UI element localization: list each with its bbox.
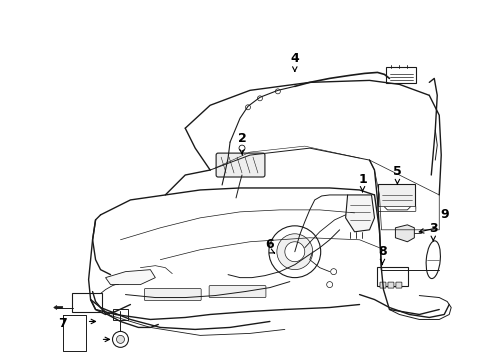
Polygon shape bbox=[395, 225, 413, 242]
Circle shape bbox=[257, 96, 262, 101]
Text: 3: 3 bbox=[428, 222, 437, 235]
Text: 2: 2 bbox=[237, 132, 246, 145]
Circle shape bbox=[268, 226, 320, 278]
FancyBboxPatch shape bbox=[144, 289, 201, 301]
FancyBboxPatch shape bbox=[209, 285, 265, 298]
Text: 4: 4 bbox=[290, 53, 299, 66]
FancyBboxPatch shape bbox=[379, 282, 385, 288]
FancyBboxPatch shape bbox=[216, 153, 264, 177]
Circle shape bbox=[330, 269, 336, 275]
Text: 5: 5 bbox=[392, 165, 401, 178]
FancyArrow shape bbox=[54, 306, 62, 310]
FancyBboxPatch shape bbox=[376, 267, 407, 286]
Circle shape bbox=[285, 242, 304, 262]
FancyBboxPatch shape bbox=[386, 67, 415, 84]
FancyBboxPatch shape bbox=[113, 309, 128, 320]
Text: 8: 8 bbox=[377, 245, 386, 258]
FancyBboxPatch shape bbox=[378, 184, 414, 208]
Polygon shape bbox=[345, 195, 374, 232]
Circle shape bbox=[275, 89, 280, 94]
FancyBboxPatch shape bbox=[387, 282, 393, 288]
Circle shape bbox=[245, 105, 250, 110]
Text: 6: 6 bbox=[265, 238, 274, 251]
Text: 9: 9 bbox=[439, 208, 447, 221]
Circle shape bbox=[112, 332, 128, 347]
Text: 7: 7 bbox=[58, 318, 67, 330]
Circle shape bbox=[116, 336, 124, 343]
Polygon shape bbox=[105, 270, 155, 285]
FancyBboxPatch shape bbox=[395, 282, 401, 288]
Ellipse shape bbox=[425, 241, 440, 279]
Circle shape bbox=[239, 145, 244, 151]
FancyBboxPatch shape bbox=[377, 206, 415, 211]
FancyBboxPatch shape bbox=[72, 293, 102, 312]
Circle shape bbox=[326, 282, 332, 288]
Text: 1: 1 bbox=[357, 173, 366, 186]
Circle shape bbox=[276, 234, 312, 270]
